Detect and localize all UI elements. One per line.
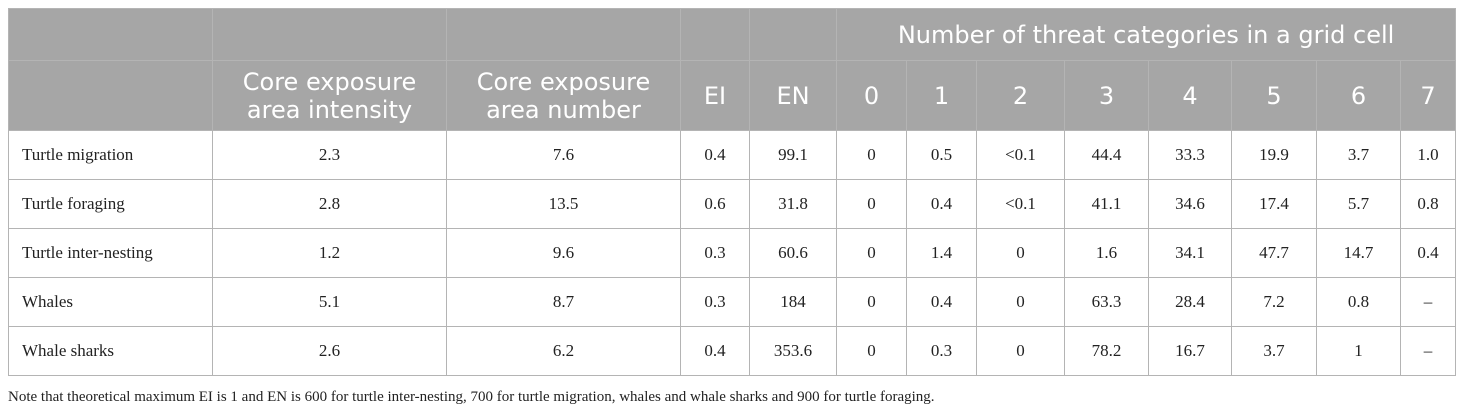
table-cell: 44.4 (1064, 130, 1149, 180)
table-cell: 5.7 (1316, 179, 1401, 229)
table-cell: 1 (1316, 326, 1401, 376)
header-threat-4: 4 (1148, 60, 1232, 131)
header-empty-label (8, 8, 213, 61)
table-cell: – (1399, 277, 1457, 327)
table-cell: 0 (976, 228, 1065, 278)
table-row: Whales 5.1 8.7 0.3 184 0 0.4 0 63.3 28.4… (8, 277, 1457, 327)
row-label: Turtle foraging (8, 179, 213, 229)
table-cell: 7.6 (446, 130, 681, 180)
header-empty-number (446, 8, 681, 61)
header-en: EN (749, 60, 837, 131)
table-cell: 0.8 (1399, 179, 1457, 229)
table-cell: 14.7 (1316, 228, 1401, 278)
table-cell: 0 (836, 228, 907, 278)
table-cell: 353.6 (749, 326, 837, 376)
table-cell: 0.3 (680, 228, 750, 278)
row-label: Turtle inter-nesting (8, 228, 213, 278)
table-cell: 47.7 (1231, 228, 1317, 278)
table-cell: 1.2 (212, 228, 447, 278)
header-core-intensity: Core exposure area intensity (212, 60, 447, 131)
table-cell: 2.8 (212, 179, 447, 229)
table-cell: 1.0 (1399, 130, 1457, 180)
table-cell: 3.7 (1231, 326, 1317, 376)
table-cell: 0.6 (680, 179, 750, 229)
header-threat-2: 2 (976, 60, 1065, 131)
table-cell: 99.1 (749, 130, 837, 180)
table-cell: 0.4 (680, 326, 750, 376)
row-label: Whale sharks (8, 326, 213, 376)
header-core-number: Core exposure area number (446, 60, 681, 131)
table-cell: 7.2 (1231, 277, 1317, 327)
table-cell: 0 (836, 130, 907, 180)
table-cell: 1.6 (1064, 228, 1149, 278)
table-cell: 28.4 (1148, 277, 1232, 327)
threat-count-group-header: Number of threat categories in a grid ce… (835, 8, 1457, 61)
table-row: Turtle inter-nesting 1.2 9.6 0.3 60.6 0 … (8, 228, 1457, 278)
header-empty-ei (680, 8, 750, 61)
table-cell: 63.3 (1064, 277, 1149, 327)
table-cell: 0.3 (680, 277, 750, 327)
header-empty-en (749, 8, 837, 61)
table-cell: 33.3 (1148, 130, 1232, 180)
table-cell: 60.6 (749, 228, 837, 278)
header-empty-intensity (212, 8, 447, 61)
table-cell: 9.6 (446, 228, 681, 278)
table-cell: 0.4 (906, 179, 977, 229)
header-ei: EI (680, 60, 750, 131)
table-row: Whale sharks 2.6 6.2 0.4 353.6 0 0.3 0 7… (8, 326, 1457, 376)
table-footnote: Note that theoretical maximum EI is 1 an… (8, 389, 935, 405)
table-cell: 8.7 (446, 277, 681, 327)
table-cell: 0 (976, 277, 1065, 327)
table-cell: 19.9 (1231, 130, 1317, 180)
header-threat-7: 7 (1399, 60, 1457, 131)
header-row-label (8, 60, 213, 131)
header-threat-0: 0 (836, 60, 907, 131)
table-cell: 1.4 (906, 228, 977, 278)
table-cell: 0 (836, 179, 907, 229)
table-row: Turtle foraging 2.8 13.5 0.6 31.8 0 0.4 … (8, 179, 1457, 229)
table-cell: <0.1 (976, 179, 1065, 229)
table-cell: 31.8 (749, 179, 837, 229)
table-cell: 0.4 (680, 130, 750, 180)
table-cell: 184 (749, 277, 837, 327)
header-threat-5: 5 (1231, 60, 1317, 131)
data-table-container: Number of threat categories in a grid ce… (8, 8, 1457, 376)
table-cell: 0 (836, 326, 907, 376)
table-cell: 0.5 (906, 130, 977, 180)
table-cell: 34.6 (1148, 179, 1232, 229)
table-cell: 2.3 (212, 130, 447, 180)
table-cell: 78.2 (1064, 326, 1149, 376)
table-cell: 2.6 (212, 326, 447, 376)
header-threat-6: 6 (1316, 60, 1401, 131)
header-row-columns: Core exposure area intensity Core exposu… (8, 60, 1457, 131)
table-cell: 16.7 (1148, 326, 1232, 376)
table-cell: 0.4 (1399, 228, 1457, 278)
table-cell: 0.3 (906, 326, 977, 376)
table-cell: 34.1 (1148, 228, 1232, 278)
row-label: Turtle migration (8, 130, 213, 180)
table-cell: 0 (976, 326, 1065, 376)
header-threat-3: 3 (1064, 60, 1149, 131)
table-cell: 0.4 (906, 277, 977, 327)
threat-exposure-table: Number of threat categories in a grid ce… (8, 8, 1457, 376)
table-cell: <0.1 (976, 130, 1065, 180)
table-cell: 0.8 (1316, 277, 1401, 327)
table-cell: – (1399, 326, 1457, 376)
header-threat-1: 1 (906, 60, 977, 131)
table-cell: 13.5 (446, 179, 681, 229)
table-cell: 5.1 (212, 277, 447, 327)
table-cell: 3.7 (1316, 130, 1401, 180)
table-cell: 0 (836, 277, 907, 327)
table-row: Turtle migration 2.3 7.6 0.4 99.1 0 0.5 … (8, 130, 1457, 180)
row-label: Whales (8, 277, 213, 327)
table-header: Number of threat categories in a grid ce… (8, 8, 1457, 131)
header-row-group: Number of threat categories in a grid ce… (8, 8, 1457, 61)
table-cell: 17.4 (1231, 179, 1317, 229)
table-body: Turtle migration 2.3 7.6 0.4 99.1 0 0.5 … (8, 130, 1457, 376)
table-cell: 41.1 (1064, 179, 1149, 229)
table-cell: 6.2 (446, 326, 681, 376)
